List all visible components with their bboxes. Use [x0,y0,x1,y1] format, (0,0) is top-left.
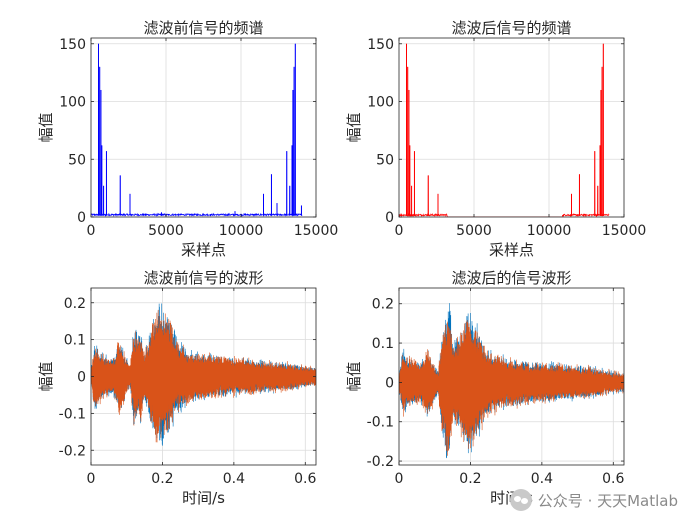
waveform-line [399,319,624,456]
y-tick-label: -0.2 [367,454,394,470]
x-tick-label: 15000 [602,223,647,239]
y-tick-label: -0.1 [367,415,394,431]
x-tick-label: 0 [395,223,404,239]
x-tick-label: 0 [87,223,96,239]
x-axis-label: 采样点 [181,241,226,259]
chart-title: 滤波后的信号波形 [451,269,571,287]
chart-title: 滤波前信号的频谱 [143,19,263,37]
y-tick-label: -0.2 [59,443,86,459]
y-tick-label: 100 [367,95,394,111]
axes-box [398,37,625,218]
x-tick-label: 0 [395,471,404,487]
y-tick-label: 0.2 [64,296,86,312]
chart-title: 滤波后信号的频谱 [451,19,571,37]
x-tick-label: 10000 [219,223,264,239]
y-tick-label: 50 [376,152,394,168]
y-tick-label: 50 [68,152,86,168]
x-tick-label: 10000 [527,223,572,239]
y-tick-label: 100 [59,95,86,111]
y-tick-label: 0.1 [64,333,86,349]
x-tick-label: 15000 [294,223,339,239]
x-tick-label: 5000 [456,223,492,239]
x-tick-label: 5000 [148,223,184,239]
x-tick-label: 0.4 [223,471,245,487]
x-tick-label: 0.6 [294,471,316,487]
x-tick-label: 0.2 [459,471,481,487]
x-axis-label: 采样点 [489,241,534,259]
y-axis-label: 幅值 [345,112,363,142]
y-tick-label: 0 [385,210,394,226]
axes-box [90,37,317,218]
y-tick-label: 0 [385,375,394,391]
y-axis-label: 幅值 [345,361,363,391]
plot-area [91,38,316,217]
waveform-line [91,309,316,443]
y-tick-label: 0.2 [372,297,394,313]
plot-area [399,38,624,217]
y-tick-label: 150 [59,37,86,53]
y-tick-label: 0 [77,210,86,226]
y-tick-label: 150 [367,37,394,53]
x-tick-label: 0.6 [602,471,624,487]
y-axis-label: 幅值 [37,112,55,142]
y-tick-label: 0 [77,370,86,386]
axes-box [398,287,625,466]
watermark-text: 公众号 · 天天Matlab [537,491,678,510]
y-tick-label: 0.1 [372,336,394,352]
chart-title: 滤波前信号的波形 [143,269,263,287]
y-tick-label: -0.1 [59,406,86,422]
watermark: 公众号 · 天天Matlab [509,489,678,511]
y-axis-label: 幅值 [37,361,55,391]
wechat-icon [509,489,532,511]
chart-wave_after: 00.20.40.6-0.2-0.100.10.2滤波后的信号波形时间/s幅值 [345,269,625,507]
x-tick-label: 0.4 [531,471,553,487]
x-axis-label: 时间/s [182,489,225,507]
x-tick-label: 0.2 [151,471,173,487]
x-tick-label: 0 [87,471,96,487]
